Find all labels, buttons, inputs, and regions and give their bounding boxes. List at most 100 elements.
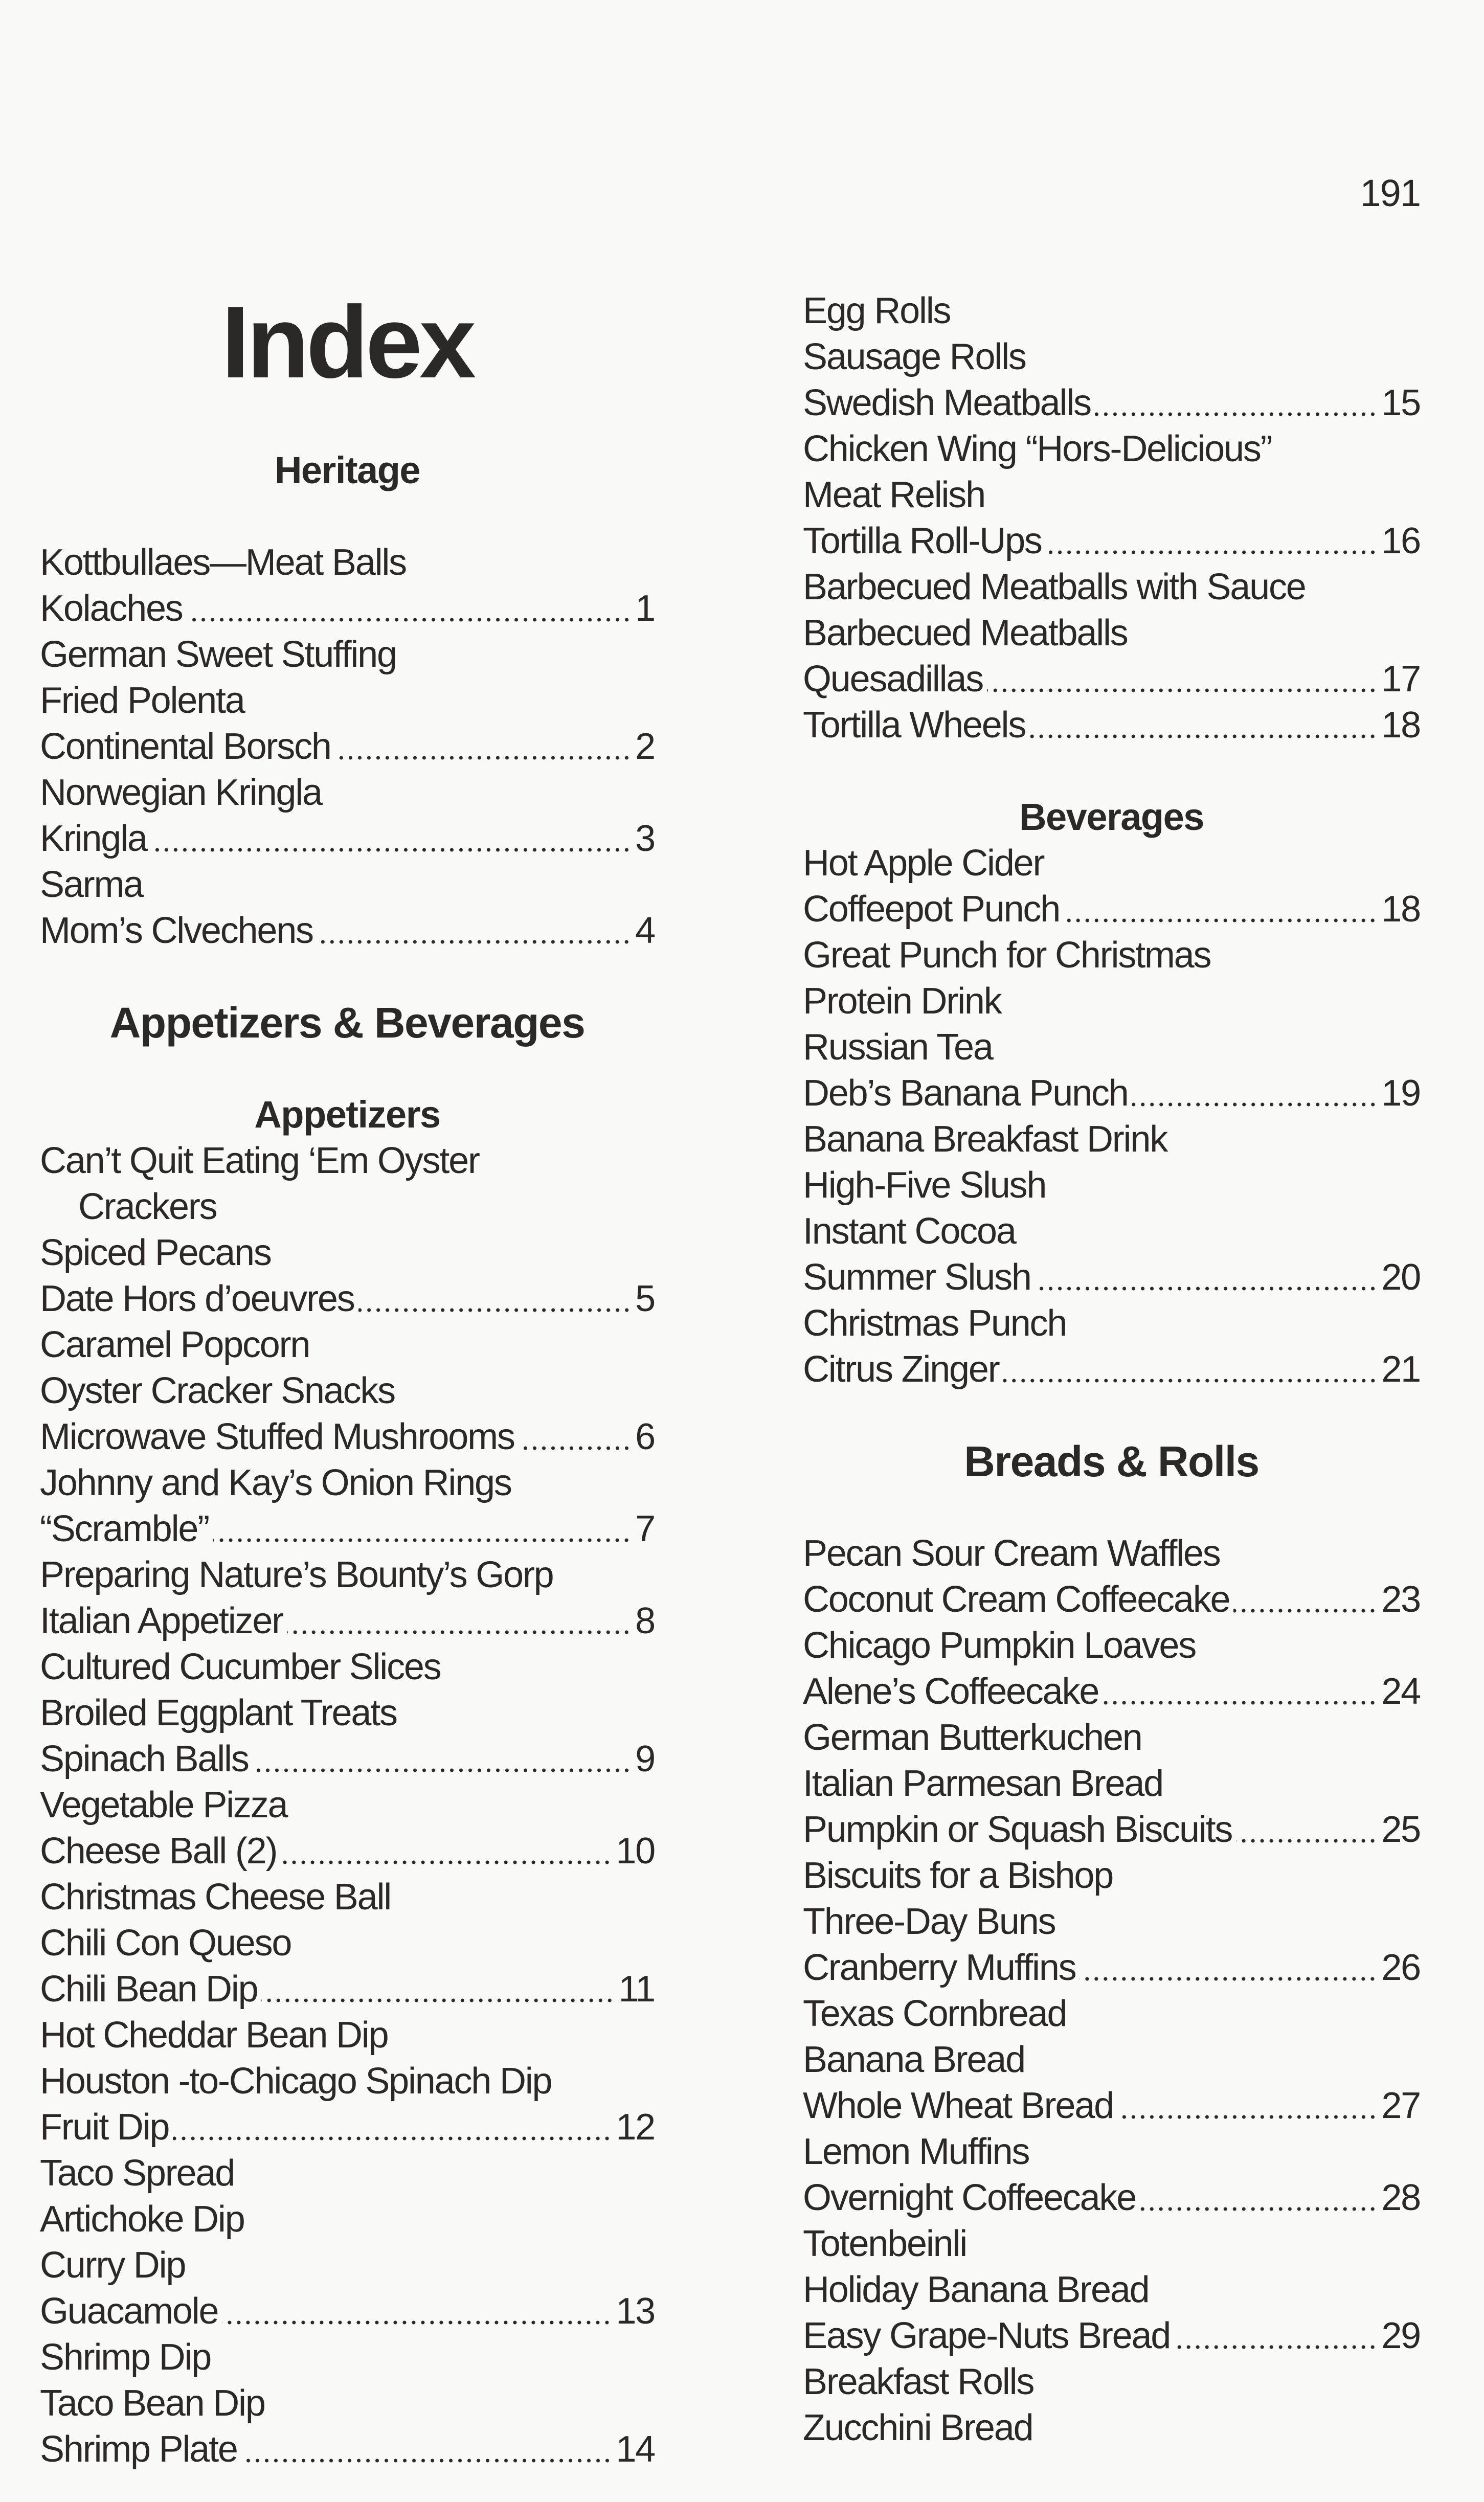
index-entry: Crackers [40,1184,655,1230]
section-heading: Breads & Rolls [964,1437,1260,1485]
index-entry: Breakfast Rolls [803,2359,1420,2405]
index-entry: Oyster Cracker Snacks [40,1368,655,1414]
index-entry: Lemon Muffins [803,2129,1420,2175]
entry-page-number: 5 [635,1278,656,1319]
index-entry: Meat Relish [803,472,1420,518]
index-entry: Microwave Stuffed Mushrooms 6 [40,1414,656,1460]
dot-leader [222,2317,612,2328]
dot-leader [1103,1698,1378,1708]
entry-page-number: 4 [635,910,656,951]
index-entry: Great Punch for Christmas [803,932,1420,978]
entry-title: Kottbullaes—Meat Balls [40,542,407,583]
entry-page-number: 21 [1381,1349,1421,1390]
index-entry: Houston -to-Chicago Spinach Dip [40,2058,655,2104]
entry-title: Fried Polenta [40,680,245,721]
index-entry: Overnight Coffeecake 28 [803,2175,1421,2221]
index-entry: Shrimp Plate 14 [40,2426,656,2472]
entry-title: Mom’s Clvechens [40,910,314,951]
entry-page-number: 15 [1381,382,1421,423]
entry-title: Alene’s Coffeecake [803,1671,1099,1712]
entry-title: Continental Borsch [40,726,332,767]
entry-title: Russian Tea [803,1027,994,1068]
section-heading: Beverages [1019,796,1204,838]
entry-title: Houston -to-Chicago Spinach Dip [40,2061,553,2102]
entry-page-number: 28 [1381,2177,1421,2218]
entry-title: Hot Apple Cider [803,843,1045,884]
index-entry: Italian Appetizer 8 [40,1598,656,1644]
index-entry: Protein Drink [803,978,1420,1024]
dot-leader [150,845,632,855]
entry-title: Coffeepot Punch [803,889,1061,930]
entry-title: Tortilla Wheels [803,705,1026,746]
index-entry: Alene’s Coffeecake 24 [803,1669,1421,1715]
entry-title: Zucchini Bread [803,2407,1034,2448]
entry-title: Sausage Rolls [803,336,1027,377]
page-number: 191 [1360,172,1421,214]
entry-title: Banana Bread [803,2039,1026,2080]
entry-title: Date Hors d’oeuvres [40,1278,355,1319]
entry-title: Instant Cocoa [803,1211,1017,1252]
dot-leader [281,1857,612,1867]
dot-leader [252,1765,632,1775]
dot-leader [1029,731,1378,741]
entry-page-number: 27 [1381,2085,1421,2126]
dot-leader [1140,2204,1378,2214]
entry-title: Spinach Balls [40,1739,250,1779]
entry-title: Vegetable Pizza [40,1785,288,1825]
dot-leader [518,1443,632,1453]
entry-title: Summer Slush [803,1257,1032,1298]
index-entry: Deb’s Banana Punch 19 [803,1070,1421,1116]
index-entry: Caramel Popcorn [40,1322,655,1368]
index-entry: Barbecued Meatballs with Sauce [803,564,1420,610]
entry-title: Quesadillas [803,659,984,700]
dot-leader [173,2133,612,2144]
entry-title: Caramel Popcorn [40,1324,310,1365]
index-entry: Kolaches 1 [40,585,656,632]
index-entry: Date Hors d’oeuvres 5 [40,1276,656,1322]
index-entry: Totenbeinli [803,2221,1420,2267]
index-entry: Swedish Meatballs 15 [803,380,1421,426]
entry-title: Christmas Cheese Ball [40,1877,392,1918]
index-entry: Kottbullaes—Meat Balls [40,539,655,585]
entry-title: Chili Bean Dip [40,1969,259,2010]
index-entry: Preparing Nature’s Bounty’s Gorp [40,1552,655,1598]
entry-title: Broiled Eggplant Treats [40,1693,398,1733]
dot-leader [213,1535,632,1545]
index-entry: Cheese Ball (2) 10 [40,1828,656,1874]
index-entry: Italian Parmesan Bread [803,1761,1420,1807]
dot-leader [987,685,1378,695]
index-entry: Instant Cocoa [803,1208,1420,1254]
entry-page-number: 3 [635,818,656,859]
index-entry: Cranberry Muffins 26 [803,1945,1421,1991]
entry-page-number: 6 [635,1416,656,1457]
entry-title: Kringla [40,818,148,859]
index-entry: Holiday Banana Bread [803,2267,1420,2313]
index-entry: Barbecued Meatballs [803,610,1420,656]
index-entry: Coffeepot Punch 18 [803,886,1421,932]
index-entry: Mom’s Clvechens 4 [40,908,656,954]
dot-leader [1174,2342,1378,2352]
entry-title: Spiced Pecans [40,1232,272,1273]
entry-page-number: 17 [1381,659,1421,700]
entry-title: Oyster Cracker Snacks [40,1370,396,1411]
index-entry: Pecan Sour Cream Waffles [803,1530,1420,1576]
entry-title: German Sweet Stuffing [40,634,397,675]
index-entry: Chili Con Queso [40,1920,655,1966]
entry-page-number: 2 [635,726,656,767]
index-entry: Quesadillas 17 [803,656,1421,702]
entry-title: Shrimp Dip [40,2337,212,2378]
index-entry: Citrus Zinger 21 [803,1346,1421,1392]
entry-title: Kolaches [40,588,184,629]
entry-title: Barbecued Meatballs [803,613,1129,653]
entry-title: Egg Rolls [803,290,952,331]
entry-page-number: 10 [616,1831,656,1872]
dot-leader [1003,1376,1378,1386]
entry-page-number: 29 [1381,2315,1421,2356]
entry-page-number: 18 [1381,889,1421,930]
index-entry: Spinach Balls 9 [40,1736,656,1782]
index-entry: Texas Cornbread [803,1991,1420,2037]
entry-title: Whole Wheat Bread [803,2085,1114,2126]
entry-title: Preparing Nature’s Bounty’s Gorp [40,1554,554,1595]
index-entry: Johnny and Kay’s Onion Rings [40,1460,655,1506]
dot-leader [1132,1099,1378,1110]
